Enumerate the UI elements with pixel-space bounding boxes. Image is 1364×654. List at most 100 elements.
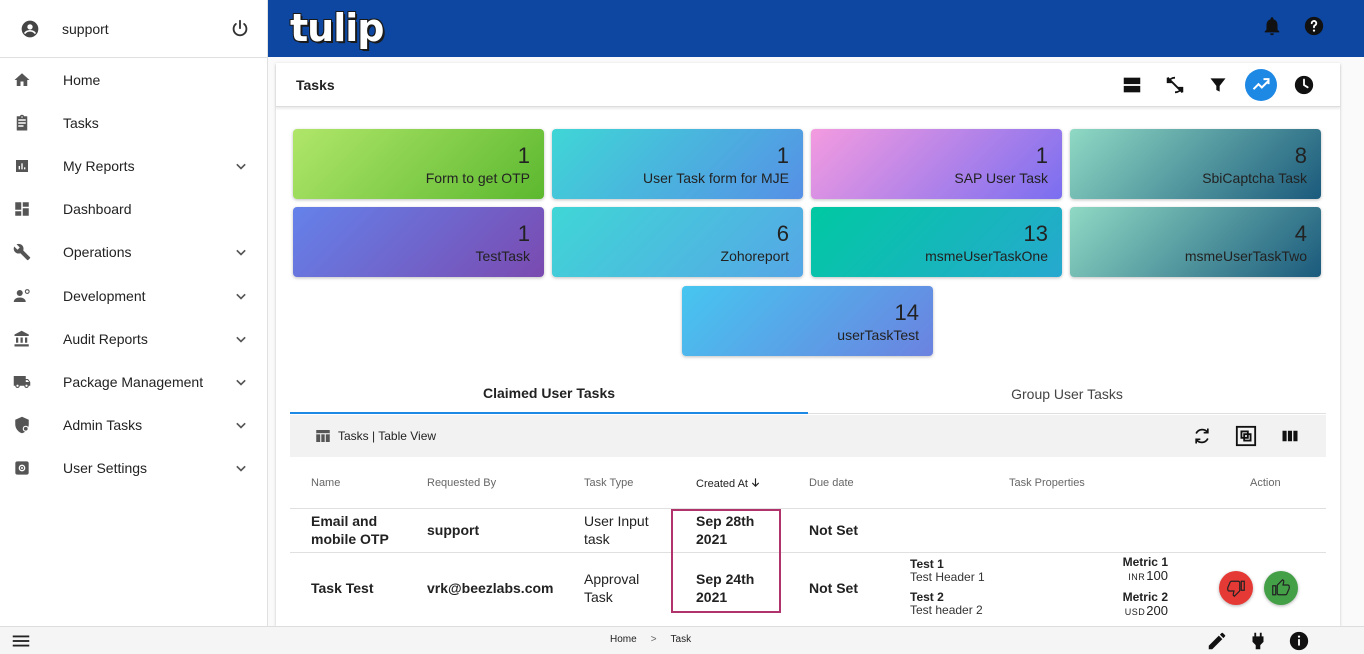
bank-icon <box>12 329 32 349</box>
tasks-panel: Tasks 1 Form to get OTP 1 User Task form… <box>276 63 1340 626</box>
row-created-at: Sep 24th 2021 <box>696 570 754 606</box>
breadcrumb-home[interactable]: Home <box>610 634 637 645</box>
created-at-highlight <box>671 509 781 613</box>
reject-button[interactable] <box>1219 571 1253 605</box>
task-tile[interactable]: 6 Zohoreport <box>552 207 803 277</box>
row-task-type-line1: Approval <box>584 571 640 587</box>
admin-shield-icon <box>12 415 32 435</box>
sidebar-item-operations[interactable]: Operations <box>0 231 267 274</box>
sidebar-item-tasks[interactable]: Tasks <box>0 101 267 144</box>
tile-name: msmeUserTaskOne <box>925 248 1048 264</box>
view-agenda-icon <box>1123 77 1141 92</box>
tile-count: 1 <box>776 143 789 168</box>
col-header-due-date[interactable]: Due date <box>809 477 854 489</box>
sidebar-item-audit-reports[interactable]: Audit Reports <box>0 317 267 360</box>
tile-name: userTaskTest <box>837 327 919 343</box>
task-tile[interactable]: 1 TestTask <box>293 207 544 277</box>
col-header-task-type[interactable]: Task Type <box>584 477 634 489</box>
task-tile[interactable]: 14 userTaskTest <box>682 286 933 356</box>
row-created-at-line1: Sep 24th <box>696 571 755 587</box>
chevron-down-icon <box>236 163 246 170</box>
row-created-at-line2: 2021 <box>696 589 728 605</box>
developer-icon <box>12 286 32 306</box>
metric-amount: 200 <box>1146 603 1168 618</box>
insights-button[interactable] <box>1245 68 1277 101</box>
info-icon[interactable] <box>1288 630 1310 652</box>
sidebar-item-development[interactable]: Development <box>0 274 267 317</box>
task-property: Test 1 Test Header 1 <box>910 558 985 584</box>
tile-name: Zohoreport <box>720 248 789 264</box>
sidebar-item-dashboard[interactable]: Dashboard <box>0 188 267 231</box>
row-requested-by: support <box>427 522 480 538</box>
plug-icon[interactable] <box>1247 630 1269 652</box>
metric-title: Metric 1 <box>1122 555 1168 569</box>
col-header-created-at[interactable]: Created At <box>696 477 761 490</box>
tile-name: TestTask <box>475 248 530 264</box>
trending-icon <box>1252 77 1270 90</box>
bell-icon[interactable] <box>1261 15 1283 37</box>
chevron-down-icon <box>236 379 246 386</box>
sidebar-item-label: Tasks <box>63 114 99 131</box>
property-title: Test 1 <box>910 557 944 571</box>
sidebar-item-label: User Settings <box>63 460 148 477</box>
tile-count: 1 <box>517 143 530 168</box>
sidebar-item-label: Package Management <box>63 373 204 390</box>
task-tile[interactable]: 8 SbiCaptcha Task <box>1070 129 1321 199</box>
sidebar-item-user-settings[interactable]: User Settings <box>0 447 267 490</box>
user-row: support <box>0 0 267 58</box>
task-tile[interactable]: 1 Form to get OTP <box>293 129 544 199</box>
refresh-button[interactable] <box>1190 424 1214 448</box>
account-circle-icon[interactable] <box>20 19 40 39</box>
task-tile[interactable]: 1 User Task form for MJE <box>552 129 803 199</box>
tulip-logo[interactable]: tulip <box>290 4 384 52</box>
power-icon[interactable] <box>229 18 251 40</box>
tab-group-user-tasks[interactable]: Group User Tasks <box>808 374 1326 414</box>
history-button[interactable] <box>1288 69 1320 101</box>
table-toolbar: Tasks | Table View <box>290 415 1326 457</box>
metric-currency: INR <box>1128 572 1146 582</box>
truck-icon <box>12 372 32 392</box>
task-tabs: Claimed User Tasks Group User Tasks <box>290 374 1326 414</box>
sidebar-item-home[interactable]: Home <box>0 58 267 101</box>
breadcrumb-task: Task <box>670 634 692 645</box>
task-tile[interactable]: 1 SAP User Task <box>811 129 1062 199</box>
task-property: Test 2 Test header 2 <box>910 591 983 617</box>
sidebar-item-package-management[interactable]: Package Management <box>0 360 267 403</box>
tile-count: 1 <box>1035 143 1048 168</box>
task-metric: Metric 1 INR100 <box>1108 556 1168 584</box>
sync-disabled-button[interactable] <box>1159 69 1191 101</box>
page-title: Tasks <box>296 76 335 93</box>
filter-button[interactable] <box>1202 69 1234 101</box>
task-tile[interactable]: 13 msmeUserTaskOne <box>811 207 1062 277</box>
columns-button[interactable] <box>1278 424 1302 448</box>
row-task-type: User Input task <box>584 512 649 548</box>
metric-amount: 100 <box>1146 568 1168 583</box>
chevron-down-icon <box>236 422 246 429</box>
approve-button[interactable] <box>1264 571 1298 605</box>
sidebar-item-admin-tasks[interactable]: Admin Tasks <box>0 404 267 447</box>
chevron-down-icon <box>236 250 246 257</box>
sidebar-item-label: Home <box>63 71 101 88</box>
tile-count: 14 <box>894 300 919 325</box>
fullscreen-button[interactable] <box>1234 424 1258 448</box>
property-subtitle: Test header 2 <box>910 603 983 617</box>
table-view-icon <box>316 430 330 442</box>
dashboard-icon <box>12 199 32 219</box>
row-requested-by: vrk@beezlabs.com <box>427 580 554 596</box>
sidebar-item-label: Audit Reports <box>63 330 148 347</box>
task-tile[interactable]: 4 msmeUserTaskTwo <box>1070 207 1321 277</box>
col-header-requested-by[interactable]: Requested By <box>427 477 497 489</box>
task-metric: Metric 2 USD200 <box>1108 591 1168 619</box>
tile-name: User Task form for MJE <box>643 170 789 186</box>
edit-icon[interactable] <box>1206 630 1228 652</box>
sidebar-item-my-reports[interactable]: My Reports <box>0 144 267 187</box>
filter-icon <box>1210 77 1226 92</box>
menu-icon[interactable] <box>10 630 32 652</box>
row-created-at-line2: 2021 <box>696 531 728 547</box>
property-subtitle: Test Header 1 <box>910 570 985 584</box>
col-header-name[interactable]: Name <box>311 477 341 489</box>
view-toggle-button[interactable] <box>1116 69 1148 101</box>
tab-claimed-user-tasks[interactable]: Claimed User Tasks <box>290 374 808 414</box>
col-header-created-at-label: Created At <box>696 478 748 490</box>
help-icon[interactable] <box>1303 15 1325 37</box>
